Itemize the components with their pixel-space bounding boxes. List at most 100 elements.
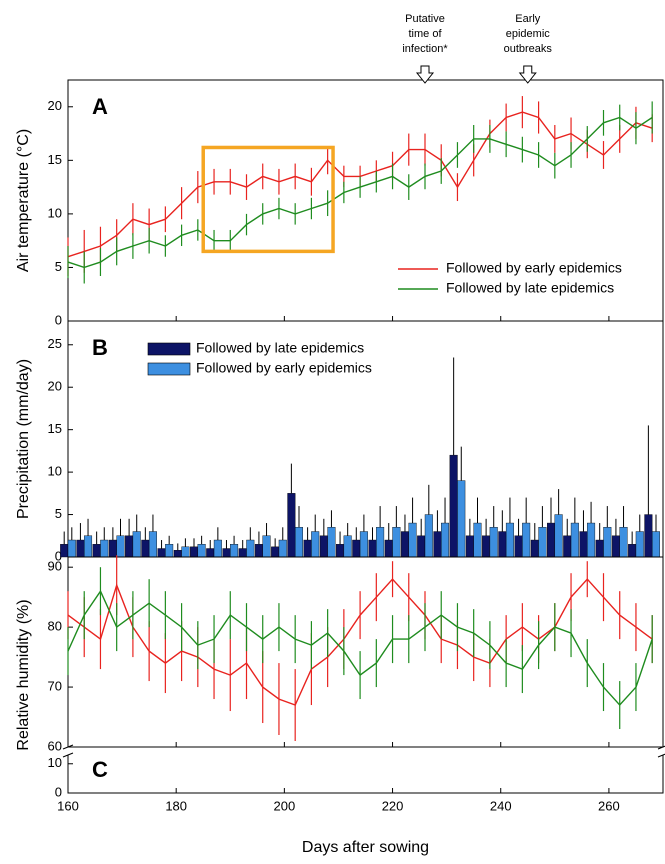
panel-letter: C xyxy=(92,757,108,782)
bar xyxy=(441,522,450,558)
lower-axis xyxy=(67,755,664,794)
bar xyxy=(651,531,660,558)
panel-letter: B xyxy=(92,335,108,360)
bar xyxy=(262,535,271,558)
bar xyxy=(157,548,166,558)
y-tick-label: 20 xyxy=(48,379,62,394)
bar xyxy=(303,539,312,558)
y-tick-label: 20 xyxy=(48,98,62,113)
bar xyxy=(603,527,612,558)
y-tick-label: 90 xyxy=(48,559,62,574)
bar xyxy=(619,527,628,558)
bar xyxy=(327,527,336,558)
bar xyxy=(530,539,539,558)
bar xyxy=(392,527,401,558)
bar xyxy=(611,535,620,558)
bar xyxy=(482,535,491,558)
bar xyxy=(84,535,93,558)
bar xyxy=(141,539,150,558)
bar xyxy=(92,544,101,558)
bar xyxy=(222,548,231,558)
bar xyxy=(190,546,199,558)
bar xyxy=(116,535,125,558)
annotation: epidemic xyxy=(506,28,551,40)
bar xyxy=(238,548,247,558)
bar xyxy=(505,522,514,558)
bar xyxy=(181,546,190,558)
bar xyxy=(547,522,556,558)
y-tick-label: 5 xyxy=(55,506,62,521)
legend-swatch xyxy=(147,342,191,356)
bar xyxy=(165,544,174,558)
annotation: time of xyxy=(408,28,442,40)
series-line xyxy=(67,589,653,707)
bar xyxy=(254,544,263,558)
legend-swatch xyxy=(147,362,191,376)
annotation: Putative xyxy=(405,13,445,25)
y-axis-label: Precipitation (mm/day) xyxy=(15,359,32,519)
bar xyxy=(563,535,572,558)
x-tick-label: 200 xyxy=(274,798,296,813)
bar xyxy=(408,522,417,558)
bar xyxy=(287,493,296,558)
bar xyxy=(376,527,385,558)
bar xyxy=(60,544,69,558)
annotation-arrow xyxy=(518,65,537,84)
y-tick-label: 70 xyxy=(48,679,62,694)
series-line xyxy=(67,116,653,269)
y-tick-label: 5 xyxy=(55,259,62,274)
legend-label: Followed by late epidemics xyxy=(196,340,364,356)
bar xyxy=(587,522,596,558)
bar xyxy=(206,548,215,558)
bar xyxy=(67,539,76,558)
bar xyxy=(457,480,466,558)
plot-frame xyxy=(67,556,664,748)
bar xyxy=(644,514,653,558)
bar xyxy=(473,522,482,558)
annotation: outbreaks xyxy=(504,43,553,55)
y-tick-label: 10 xyxy=(48,205,62,220)
bar xyxy=(635,531,644,558)
bar xyxy=(230,544,239,558)
bar xyxy=(465,535,474,558)
bar xyxy=(424,514,433,558)
bar xyxy=(538,527,547,558)
x-tick-label: 160 xyxy=(57,798,79,813)
bar xyxy=(628,544,637,558)
bar xyxy=(595,539,604,558)
bar xyxy=(173,550,182,558)
bar xyxy=(197,544,206,558)
bar xyxy=(100,539,109,558)
y-tick-label: 25 xyxy=(48,336,62,351)
bar xyxy=(570,522,579,558)
y-tick-label: 0 xyxy=(55,784,62,799)
bar xyxy=(76,539,85,558)
bar xyxy=(271,546,280,558)
bar xyxy=(579,531,588,558)
bar xyxy=(368,539,377,558)
bar xyxy=(278,539,287,558)
y-axis-label: Relative humidity (%) xyxy=(15,599,32,750)
bar xyxy=(108,539,117,558)
bar xyxy=(514,535,523,558)
highlight-box xyxy=(201,145,335,254)
y-axis-label: Air temperature (°C) xyxy=(15,129,32,272)
y-tick-label: 10 xyxy=(48,464,62,479)
y-tick-label: 15 xyxy=(48,421,62,436)
y-tick-label: 80 xyxy=(48,619,62,634)
bar xyxy=(294,527,303,558)
y-tick-label: 10 xyxy=(48,755,62,770)
bar xyxy=(449,454,458,558)
bar xyxy=(554,514,563,558)
x-tick-label: 240 xyxy=(490,798,512,813)
plot-frame xyxy=(67,320,664,558)
annotation: Early xyxy=(515,13,541,25)
bar xyxy=(343,535,352,558)
bar xyxy=(522,522,531,558)
panel-letter: A xyxy=(92,94,108,119)
bar xyxy=(336,544,345,558)
y-tick-label: 60 xyxy=(48,738,62,753)
bar xyxy=(400,531,409,558)
legend-label: Followed by early epidemics xyxy=(446,260,622,276)
bar xyxy=(132,531,141,558)
